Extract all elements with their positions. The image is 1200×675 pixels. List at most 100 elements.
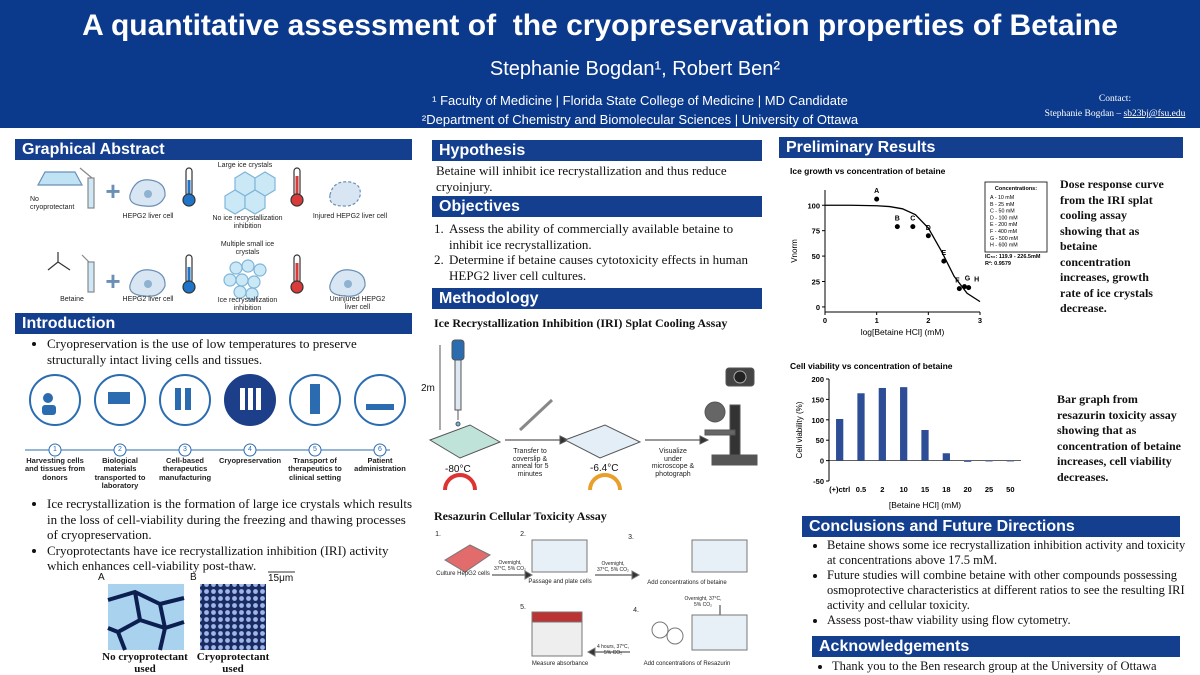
step-label: Patient administration — [354, 456, 406, 474]
label: Multiple small ice crystals — [220, 241, 275, 256]
legend-entry: A - 10 mM — [990, 195, 1014, 201]
step-label: Harvesting cells and tissues from donors — [24, 456, 85, 482]
label: 2m — [421, 383, 435, 394]
label: Measure absorbance — [531, 661, 589, 667]
data-point — [962, 284, 967, 290]
bullet: Cryoprotectants have ice recrystallizati… — [47, 543, 417, 574]
objective-list: 1. Assess the ability of commercially ava… — [434, 221, 759, 283]
resazurin-diagram — [444, 539, 748, 657]
step-number: 4 — [248, 446, 252, 453]
x-tick-label: 1 — [875, 316, 879, 325]
x-tick-label: 0 — [823, 316, 827, 325]
step-label: Cryopreservation — [218, 456, 282, 465]
step-marker: 1. — [435, 531, 441, 538]
point-label: C — [910, 216, 915, 223]
bullet-list: Thank you to the Ben research group at t… — [815, 659, 1197, 675]
affiliation: ²Department of Chemistry and Biomolecula… — [421, 112, 859, 127]
contact: Stephanie Bogdan – sb23bj@fsu.edu — [1030, 109, 1200, 119]
bar — [942, 453, 950, 461]
legend-title: Concentrations: — [995, 186, 1037, 192]
legend-entry: H - 600 mM — [990, 243, 1018, 249]
step-label: Transport of therapeutics to clinical se… — [288, 456, 342, 482]
label: No cryoprotectant — [30, 196, 75, 211]
image-letter: B — [190, 572, 197, 583]
label: Large ice crystals — [217, 162, 273, 169]
label: -6.4°C — [590, 463, 619, 474]
section-header: Objectives — [432, 196, 762, 217]
point-label: B — [895, 216, 900, 223]
point-label: E — [941, 250, 946, 257]
x-tick-label: 18 — [942, 485, 950, 494]
x-tick-label: 2 — [880, 485, 884, 494]
section-header: Graphical Abstract — [15, 139, 412, 160]
legend-entry: B - 25 mM — [990, 202, 1014, 208]
legend-entry: G - 500 mM — [990, 236, 1018, 242]
label: Betaine — [60, 296, 84, 303]
step-number: 6 — [378, 446, 382, 453]
y-tick-label: 200 — [811, 375, 824, 384]
bar — [985, 460, 993, 462]
label: HEPG2 liver cell — [122, 213, 174, 220]
y-tick-label: 50 — [816, 436, 824, 445]
y-axis-label: Vnorm — [790, 239, 799, 263]
x-tick-label: 10 — [899, 485, 907, 494]
x-tick-label: 2 — [926, 316, 930, 325]
label: Add concentrations of Resazurin — [643, 661, 731, 667]
data-point — [910, 224, 916, 230]
bar — [900, 387, 908, 461]
objective: Assess the ability of commercially avail… — [449, 221, 734, 252]
bar — [878, 387, 886, 461]
subsection-title: Ice Recrystallization Inhibition (IRI) S… — [434, 316, 728, 330]
label: No ice recrystallization inhibition — [212, 215, 283, 230]
data-point — [956, 286, 962, 292]
list-marker: 1. — [434, 221, 444, 236]
section-header: Conclusions and Future Directions — [802, 516, 1180, 537]
affiliation: ¹ Faculty of Medicine | Florida State Co… — [432, 93, 848, 108]
authors: Stephanie Bogdan¹, Robert Ben² — [489, 58, 781, 80]
iri-diagram — [428, 339, 758, 491]
result-description: Dose response curve from the IRI splat c… — [1060, 177, 1164, 315]
label: Uninjured HEPG2 liver cell — [329, 296, 386, 311]
caption: No cryoprotectant used — [102, 651, 188, 675]
poster-title: A quantitative assessment of the cryopre… — [82, 9, 1118, 42]
label: Ice recrystallization inhibition — [217, 297, 278, 312]
svg-text:+: + — [105, 266, 120, 296]
y-tick-label: -50 — [813, 477, 824, 486]
fit-line — [825, 204, 981, 303]
chart-title: Cell viability vs concentration of betai… — [790, 361, 953, 371]
bar — [836, 418, 844, 461]
bullet: Cryopreservation is the use of low tempe… — [47, 336, 417, 367]
bar — [1006, 460, 1014, 462]
x-axis-label: log[Betaine HCl] (mM) — [861, 327, 945, 337]
bullet: Ice recrystallization is the formation o… — [47, 496, 417, 543]
section-header: Methodology — [432, 288, 762, 309]
step-marker: 2. — [520, 531, 526, 538]
step-marker: 3. — [628, 534, 634, 541]
data-point — [925, 233, 931, 239]
label: Add concentrations of betaine — [647, 580, 727, 586]
label: Passage and plate cells — [528, 579, 592, 585]
objective: Determine if betaine causes cytotoxicity… — [449, 252, 749, 283]
bar — [857, 393, 865, 461]
bullet-list: Betaine shows some ice recrystallization… — [810, 538, 1189, 628]
data-point — [941, 258, 947, 264]
step-number: 1 — [53, 446, 57, 453]
bar — [964, 460, 972, 462]
label: Culture HepG2 cells — [436, 571, 490, 577]
x-tick-label: (+)ctrl — [829, 485, 850, 494]
x-tick-label: 20 — [963, 485, 971, 494]
bullet-list: Cryopreservation is the use of low tempe… — [30, 336, 417, 367]
legend-entry: E - 200 mM — [990, 222, 1017, 228]
label: Injured HEPG2 liver cell — [312, 213, 388, 220]
condition: Overnight, 37°C, 5% CO₂ — [596, 561, 629, 573]
bullet-list: Ice recrystallization is the formation o… — [30, 496, 417, 574]
subsection-title: Resazurin Cellular Toxicity Assay — [434, 509, 607, 523]
list-marker: 2. — [434, 252, 444, 267]
y-tick-label: 25 — [812, 278, 820, 287]
contact-email[interactable]: sb23bj@fsu.edu — [1123, 109, 1186, 119]
result-description: Bar graph from resazurin toxicity assay … — [1057, 392, 1181, 484]
caption: Cryoprotectant used — [196, 651, 270, 675]
data-point — [894, 224, 900, 230]
bullet: Future studies will combine betaine with… — [827, 568, 1189, 613]
